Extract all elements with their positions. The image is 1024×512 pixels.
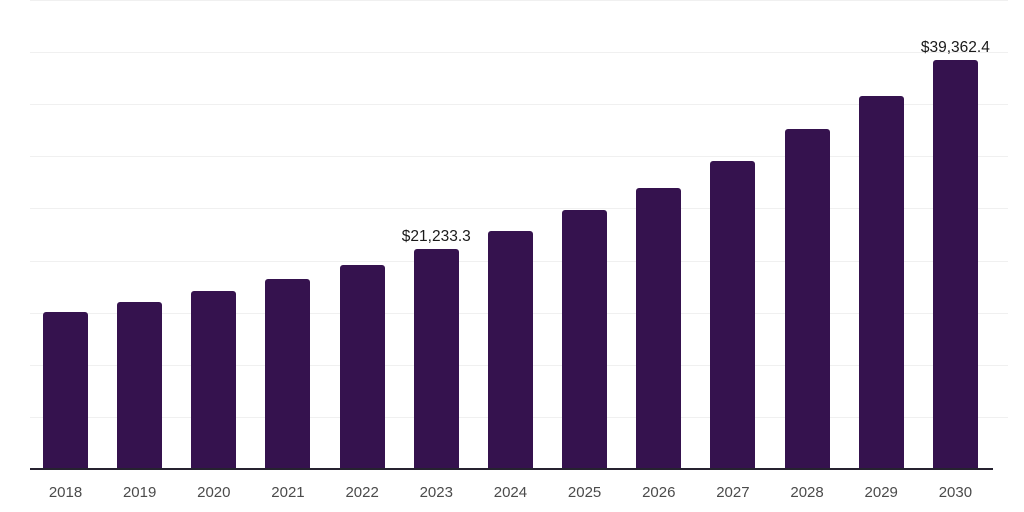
x-tick-label-2028: 2028 xyxy=(790,484,824,501)
x-tick-label-2029: 2029 xyxy=(864,484,898,501)
gridline xyxy=(30,208,1008,210)
plot-area: $21,233.3 $39,362.4 xyxy=(30,0,1008,470)
bar-2025 xyxy=(562,209,608,470)
x-tick-label-2020: 2020 xyxy=(197,484,231,501)
gridline xyxy=(30,156,1008,158)
bar-2024 xyxy=(487,231,533,470)
bar-2028 xyxy=(784,129,830,470)
bar-2019 xyxy=(117,302,163,470)
bar-group-2023: $21,233.3 xyxy=(402,1,471,470)
bar-2026 xyxy=(636,188,682,470)
bar-group-2022 xyxy=(339,1,385,470)
x-axis-line xyxy=(30,468,993,470)
bar-group-2026 xyxy=(636,1,682,470)
x-tick-label-2027: 2027 xyxy=(716,484,750,501)
x-tick-label-2019: 2019 xyxy=(122,484,157,501)
bar-2023 xyxy=(413,248,459,470)
bar-group-2021 xyxy=(265,1,311,470)
x-axis-labels: 2018 2019 2020 2021 2022 2023 2024 2025 2026 2027… xyxy=(43,484,978,502)
gridline xyxy=(30,0,1008,1)
bar-group-2028 xyxy=(784,1,830,470)
bar-group-2024 xyxy=(487,1,533,470)
bar-group-2027 xyxy=(710,1,756,470)
x-tick-label-2023: 2023 xyxy=(419,484,453,501)
bars-container: $21,233.3 $39,362.4 xyxy=(43,1,990,470)
x-tick-label-2030: 2030 xyxy=(938,484,973,501)
bar-group-2030: $39,362.4 xyxy=(921,1,990,470)
gridline xyxy=(30,52,1008,54)
bar-value-label-2023: $21,233.3 xyxy=(401,227,471,245)
bar-group-2025 xyxy=(562,1,608,470)
bar-group-2018 xyxy=(43,1,88,470)
bar-value-label-2030: $39,362.4 xyxy=(920,38,990,56)
gridline xyxy=(30,104,1008,106)
bar-2027 xyxy=(710,160,756,470)
bar-2021 xyxy=(265,279,311,470)
x-tick-label-2018: 2018 xyxy=(48,484,83,501)
x-tick-label-2025: 2025 xyxy=(567,484,602,501)
x-tick-label-2021: 2021 xyxy=(271,484,305,501)
x-tick-label-2024: 2024 xyxy=(493,484,528,501)
x-tick-label-2026: 2026 xyxy=(642,484,676,501)
bar-2020 xyxy=(191,291,237,470)
bar-group-2020 xyxy=(191,1,237,470)
bar-2018 xyxy=(43,312,88,470)
bar-2029 xyxy=(858,96,904,470)
bar-2022 xyxy=(339,265,385,470)
bar-group-2019 xyxy=(117,1,163,470)
x-tick-label-2022: 2022 xyxy=(345,484,379,501)
bar-group-2029 xyxy=(858,1,904,470)
bar-2030 xyxy=(932,59,978,470)
